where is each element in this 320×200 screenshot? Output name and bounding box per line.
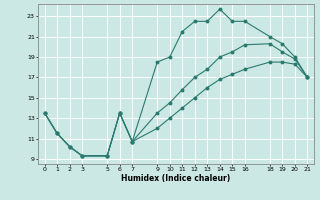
X-axis label: Humidex (Indice chaleur): Humidex (Indice chaleur) (121, 174, 231, 183)
